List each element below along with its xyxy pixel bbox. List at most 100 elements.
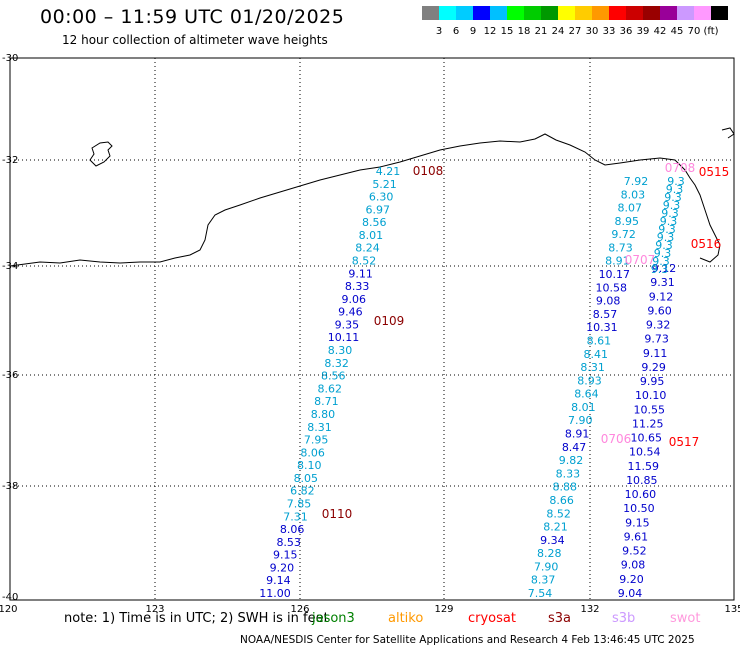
colorbar-swatch xyxy=(609,6,626,20)
colorbar-label: 36 xyxy=(620,26,633,37)
track-time-label: 0516 xyxy=(691,237,722,251)
track-value: 8.62 xyxy=(318,382,343,395)
y-tick-label: -34 xyxy=(2,261,18,272)
track-value: 9.3 xyxy=(660,215,678,228)
colorbar-swatch xyxy=(643,6,660,20)
track-value: 8.95 xyxy=(614,215,639,228)
altimeter-tracks: 4.215.216.306.978.568.018.248.529.118.33… xyxy=(259,161,729,600)
track-value: 10.17 xyxy=(599,268,631,281)
track-value: 8.01 xyxy=(359,229,384,242)
map-title: 00:00 – 11:59 UTC 01/20/2025 xyxy=(40,6,345,28)
x-tick-label: 126 xyxy=(290,604,309,615)
track-value: 10.65 xyxy=(631,432,663,445)
track-value: 9.72 xyxy=(611,228,636,241)
track-time-label: 0109 xyxy=(374,314,405,328)
track-value: 9.11 xyxy=(348,267,373,280)
sat-s3b: s3b xyxy=(612,611,636,626)
colorbar-label: (ft) xyxy=(703,26,718,37)
track-value: 8.71 xyxy=(314,395,339,408)
track-value: 10.58 xyxy=(595,281,627,294)
y-tick-label: -32 xyxy=(2,155,18,166)
track-value: 8.91 xyxy=(605,255,630,268)
colorbar-label: 24 xyxy=(552,26,565,37)
colorbar-label: 70 xyxy=(688,26,701,37)
track-value: 9.3 xyxy=(663,199,681,212)
track-time-label: 0706 xyxy=(601,432,632,446)
track-value: 9.15 xyxy=(273,549,298,562)
track-value: 10.55 xyxy=(633,403,665,416)
track-value: 8.66 xyxy=(549,494,574,507)
track-value: 9.3 xyxy=(667,175,685,188)
track-value: 11.00 xyxy=(259,587,291,600)
sat-cryosat: cryosat xyxy=(468,611,516,626)
track-value: 9.3 xyxy=(664,191,682,204)
track-value: 9.14 xyxy=(266,574,291,587)
track-value: 9.82 xyxy=(559,454,584,467)
track-value: 8.64 xyxy=(574,388,599,401)
track-value: 8.80 xyxy=(311,408,336,421)
track-value: 8.47 xyxy=(562,441,587,454)
colorbar-swatch xyxy=(711,6,728,20)
track-value: 9.3 xyxy=(651,263,669,276)
track-value: 9.60 xyxy=(647,304,672,317)
x-tick-label: 132 xyxy=(580,604,599,615)
colorbar-label: 18 xyxy=(518,26,531,37)
x-tick-label: 120 xyxy=(0,604,18,615)
track-value: 8.21 xyxy=(543,521,568,534)
track-value: 8.10 xyxy=(297,459,322,472)
x-tick-label: 129 xyxy=(434,604,453,615)
track-value: 10.85 xyxy=(626,474,658,487)
colorbar-label: 27 xyxy=(569,26,582,37)
y-tick-label: -38 xyxy=(2,481,18,492)
track-time-label: 0515 xyxy=(699,165,730,179)
track-value: 9.3 xyxy=(658,223,676,236)
colorbar-swatch xyxy=(473,6,490,20)
track-time-label: 0707 xyxy=(625,253,656,267)
y-tick-label: -40 xyxy=(2,592,18,603)
track-value: 8.05 xyxy=(294,472,319,485)
notes-prefix: note: 1) Time is in UTC; 2) SWH is in fe… xyxy=(64,611,329,626)
track-value: 8.56 xyxy=(362,216,387,229)
track-value: 5.21 xyxy=(372,178,397,191)
y-tick-label: -30 xyxy=(2,53,18,64)
track-value: 8.56 xyxy=(321,370,346,383)
colorbar-swatch xyxy=(541,6,558,20)
track-value: 10.10 xyxy=(635,389,667,402)
colorbar-label: 45 xyxy=(671,26,684,37)
track-value: 9.06 xyxy=(342,293,367,306)
track-time-label: 0708 xyxy=(665,161,696,175)
colorbar-label: 9 xyxy=(470,26,476,37)
track-value: 8.03 xyxy=(621,188,646,201)
track-value: 8.41 xyxy=(583,348,608,361)
colorbar-swatch xyxy=(456,6,473,20)
track-value: 9.11 xyxy=(643,347,668,360)
colorbar-swatch xyxy=(422,6,439,20)
colorbar-swatch xyxy=(694,6,711,20)
track-value: 6.82 xyxy=(290,485,315,498)
track-value: 7.54 xyxy=(528,587,553,600)
coastline xyxy=(9,133,721,267)
gridlines xyxy=(10,58,734,600)
track-value: 8.52 xyxy=(352,255,377,268)
colorbar-label: 42 xyxy=(654,26,667,37)
track-value: 6.30 xyxy=(369,191,394,204)
footer-credit: NOAA/NESDIS Center for Satellite Applica… xyxy=(240,634,695,646)
x-tick-label: 123 xyxy=(145,604,164,615)
track-value: 9.46 xyxy=(338,306,363,319)
track-value: 8.61 xyxy=(587,334,612,347)
map-subtitle: 12 hour collection of altimeter wave hei… xyxy=(62,33,328,47)
track-value: 11.59 xyxy=(628,460,660,473)
track-value: 9.3 xyxy=(661,207,679,220)
x-tick-label: 135 xyxy=(724,604,740,615)
track-value: 6.97 xyxy=(365,203,390,216)
track-value: 9.12 xyxy=(652,262,677,275)
colorbar-label: 15 xyxy=(501,26,514,37)
track-value: 8.28 xyxy=(537,547,562,560)
track-value: 10.50 xyxy=(623,502,655,515)
colorbar-swatch xyxy=(490,6,507,20)
track-value: 10.31 xyxy=(586,321,618,334)
colorbar-label: 21 xyxy=(535,26,548,37)
track-value: 8.07 xyxy=(618,202,643,215)
colorbar-label: 6 xyxy=(453,26,459,37)
track-value: 8.88 xyxy=(553,481,578,494)
